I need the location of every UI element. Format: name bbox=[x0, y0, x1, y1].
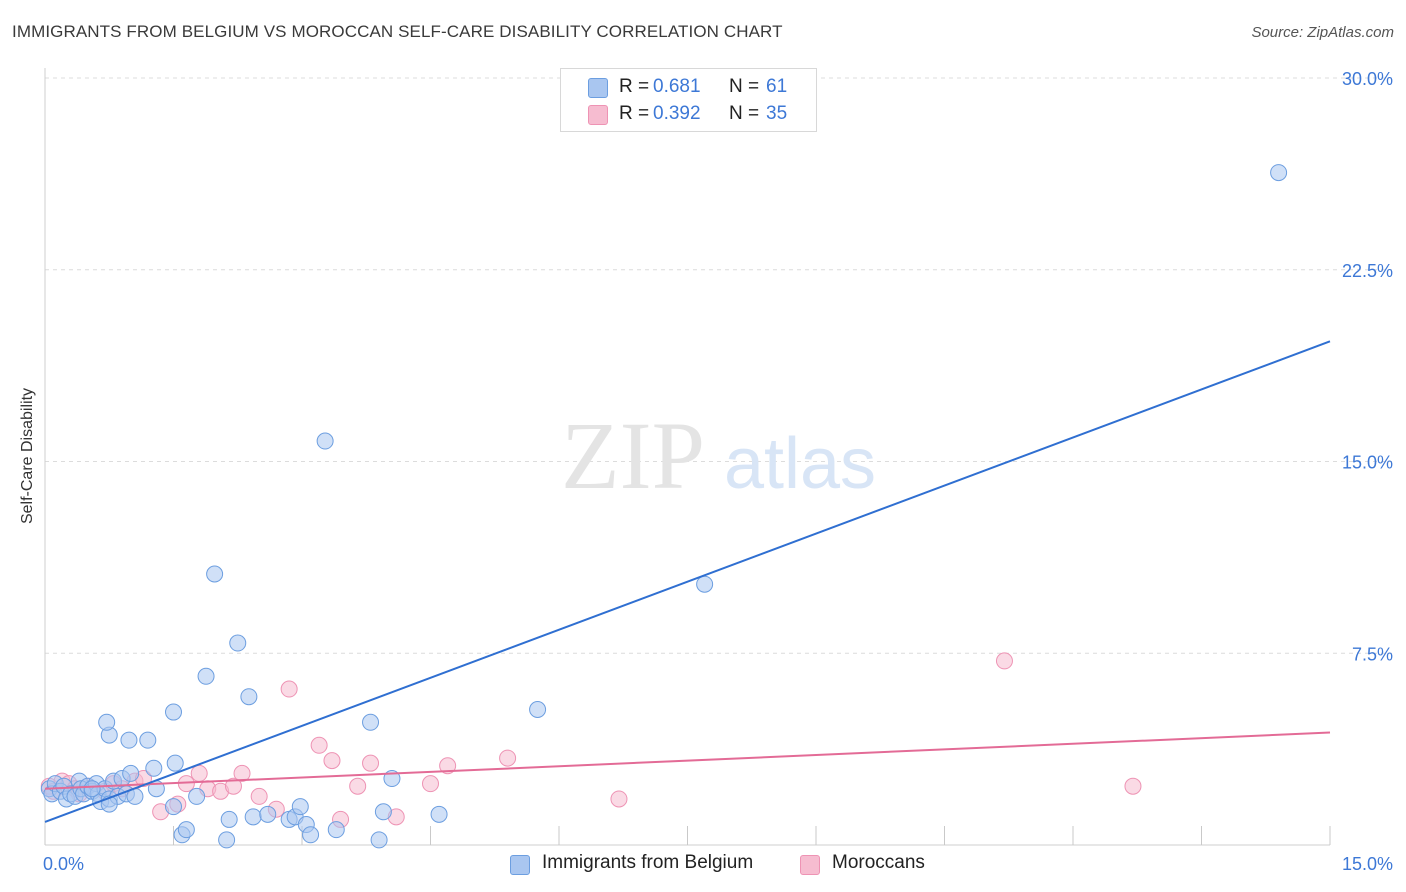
series-belgium-points bbox=[40, 164, 1288, 849]
source-label: Source: ZipAtlas.com bbox=[1251, 24, 1394, 41]
point-belgium-43 bbox=[240, 688, 258, 706]
point-belgium-38 bbox=[197, 667, 215, 685]
legend-label-moroccans: Moroccans bbox=[832, 852, 925, 873]
point-belgium-27 bbox=[98, 713, 116, 731]
point-belgium-42 bbox=[229, 634, 247, 652]
point-moroccans-26 bbox=[349, 777, 367, 795]
legend-r-value: 0.392 bbox=[653, 103, 701, 124]
point-moroccans-27 bbox=[362, 754, 380, 772]
x-tick-labels: 0.0% 15.0% bbox=[43, 854, 1393, 874]
y-tick-label-0: 7.5% bbox=[1352, 644, 1393, 664]
point-belgium-58 bbox=[529, 700, 547, 718]
point-belgium-32 bbox=[165, 703, 182, 721]
point-belgium-59 bbox=[696, 575, 714, 593]
y-axis-label: Self-Care Disability bbox=[19, 387, 36, 525]
point-belgium-22 bbox=[122, 764, 140, 782]
legend-swatch-blue bbox=[588, 78, 608, 98]
y-tick-label-2: 22.5% bbox=[1342, 261, 1393, 281]
watermark-atlas: atlas bbox=[724, 424, 876, 504]
legend-swatch-blue bbox=[510, 855, 530, 875]
x-tick-label-1: 15.0% bbox=[1342, 854, 1393, 874]
trend-line-moroccans bbox=[44, 731, 1331, 790]
point-belgium-52 bbox=[327, 821, 345, 839]
point-belgium-55 bbox=[374, 803, 392, 821]
grid-lines bbox=[45, 77, 1392, 654]
legend-r-value: 0.681 bbox=[653, 76, 701, 97]
legend-label-belgium: Immigrants from Belgium bbox=[542, 852, 754, 873]
point-moroccans-30 bbox=[439, 757, 457, 775]
y-tick-labels: 7.5% 15.0% 22.5% 30.0% bbox=[1342, 69, 1393, 664]
legend-swatch-pink bbox=[588, 105, 608, 125]
point-belgium-41 bbox=[220, 810, 238, 828]
legend-n-value: 35 bbox=[766, 103, 788, 124]
point-moroccans-19 bbox=[233, 764, 251, 782]
point-moroccans-18 bbox=[224, 777, 242, 795]
trend-line-belgium bbox=[44, 340, 1331, 823]
point-moroccans-29 bbox=[422, 775, 439, 793]
point-belgium-35 bbox=[177, 821, 195, 839]
legend-swatch-pink bbox=[800, 855, 820, 875]
point-belgium-39 bbox=[206, 565, 224, 583]
point-belgium-29 bbox=[139, 731, 157, 749]
y-tick-label-1: 15.0% bbox=[1342, 453, 1393, 473]
point-belgium-60 bbox=[1270, 164, 1288, 182]
point-moroccans-22 bbox=[280, 680, 298, 698]
point-moroccans-23 bbox=[310, 736, 328, 754]
point-belgium-33 bbox=[166, 754, 184, 772]
point-moroccans-20 bbox=[250, 787, 268, 805]
point-belgium-28 bbox=[120, 731, 138, 749]
x-tick-label-0: 0.0% bbox=[43, 854, 84, 874]
point-belgium-40 bbox=[218, 831, 236, 849]
point-moroccans-15 bbox=[190, 764, 208, 782]
legend-row-belgium: R = 0.681 N = 61 bbox=[561, 73, 816, 101]
y-tick-label-3: 30.0% bbox=[1342, 69, 1393, 89]
point-belgium-30 bbox=[145, 759, 163, 777]
point-belgium-36 bbox=[165, 798, 182, 816]
legend-r-label: R = bbox=[619, 103, 650, 124]
legend-n-label: N = bbox=[729, 76, 760, 97]
legend-r-label: R = bbox=[619, 76, 650, 97]
point-belgium-54 bbox=[370, 831, 388, 849]
legend-n-value: 61 bbox=[766, 76, 788, 97]
point-belgium-37 bbox=[188, 787, 206, 805]
stats-legend: R = 0.681 N = 61 R = 0.392 N = 35 bbox=[560, 68, 817, 132]
watermark: ZIP atlas bbox=[561, 402, 876, 509]
chart-title: IMMIGRANTS FROM BELGIUM VS MOROCCAN SELF… bbox=[12, 22, 783, 41]
point-belgium-45 bbox=[259, 805, 277, 823]
point-moroccans-31 bbox=[499, 749, 517, 767]
point-belgium-48 bbox=[291, 798, 309, 816]
point-moroccans-24 bbox=[323, 752, 341, 770]
point-moroccans-33 bbox=[995, 652, 1013, 670]
watermark-zip: ZIP bbox=[561, 402, 705, 509]
point-belgium-57 bbox=[430, 805, 448, 823]
point-belgium-25 bbox=[83, 780, 101, 798]
point-moroccans-32 bbox=[610, 790, 628, 808]
axes bbox=[44, 68, 1331, 846]
point-belgium-50 bbox=[302, 826, 320, 844]
point-belgium-53 bbox=[362, 713, 380, 731]
point-belgium-51 bbox=[316, 432, 334, 450]
legend-n-label: N = bbox=[729, 103, 760, 124]
trend-lines bbox=[44, 340, 1331, 823]
point-belgium-44 bbox=[244, 808, 262, 826]
point-moroccans-34 bbox=[1124, 777, 1142, 795]
legend-row-moroccans: R = 0.392 N = 35 bbox=[561, 100, 816, 128]
